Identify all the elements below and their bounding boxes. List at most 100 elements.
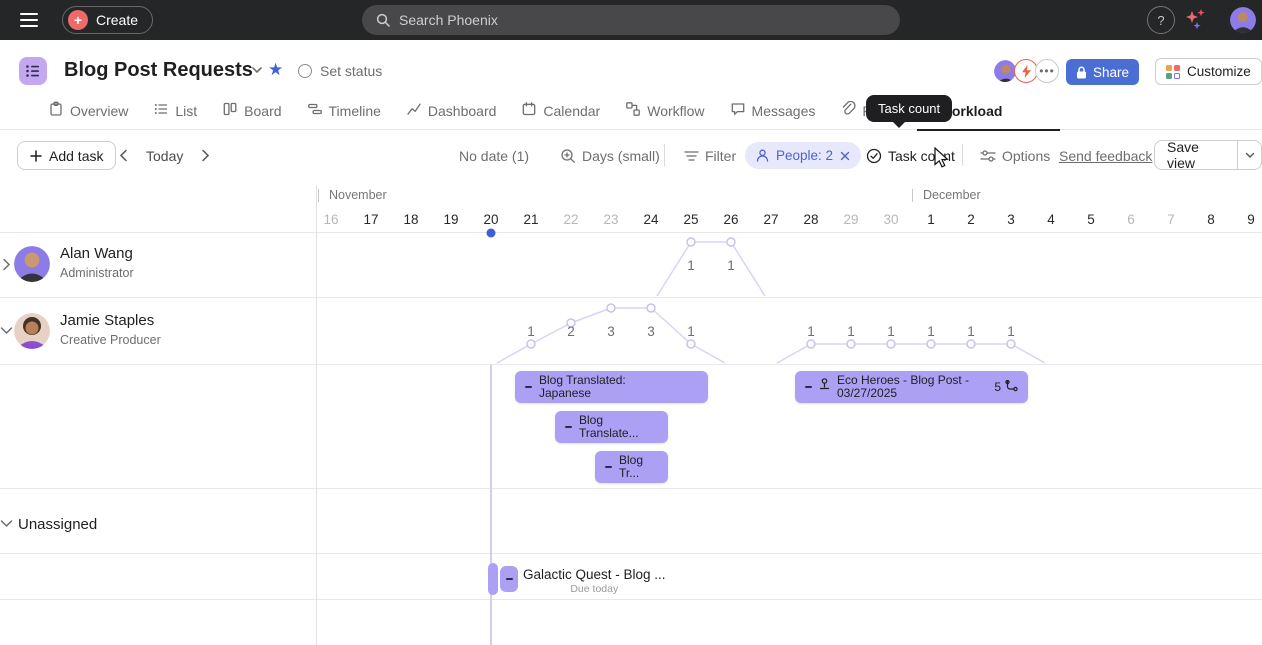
day-label[interactable]: 9 [1247, 212, 1255, 227]
task-title: Galactic Quest - Blog ... [523, 567, 666, 582]
expand-row-chevron-icon[interactable] [2, 258, 11, 271]
zoom-level-button[interactable]: Days (small) [560, 148, 660, 164]
no-date-button[interactable]: No date (1) [459, 148, 530, 164]
day-label[interactable]: 6 [1127, 212, 1135, 227]
tab-board[interactable]: Board [222, 92, 282, 130]
day-label[interactable]: 28 [803, 212, 819, 227]
hamburger-menu-icon[interactable] [20, 13, 38, 27]
help-button[interactable]: ? [1147, 6, 1175, 34]
options-button[interactable]: Options [980, 148, 1050, 164]
list-icon [153, 101, 169, 120]
tab-dashboard[interactable]: Dashboard [406, 92, 496, 130]
task-count-button[interactable]: Task count [866, 148, 955, 164]
day-label[interactable]: 25 [683, 212, 699, 227]
tab-messages[interactable]: Messages [730, 92, 815, 130]
flash-avatar[interactable] [1014, 59, 1038, 83]
tab-label: Timeline [328, 102, 381, 119]
more-members-button[interactable]: ••• [1035, 59, 1059, 83]
day-label[interactable]: 19 [443, 212, 459, 227]
row-separator [0, 599, 1262, 600]
search-input[interactable]: Search Phoenix [362, 5, 900, 35]
avatar[interactable] [14, 246, 50, 282]
day-label[interactable]: 3 [1007, 212, 1015, 227]
task-bar[interactable]: Blog Translated: Japanese [515, 371, 708, 403]
people-filter-chip[interactable]: People: 2 [745, 142, 862, 169]
set-status-button[interactable]: Set status [320, 63, 383, 79]
send-feedback-link[interactable]: Send feedback [1059, 148, 1153, 164]
options-sliders-icon [980, 150, 996, 162]
day-label[interactable]: 16 [323, 212, 339, 227]
title-caret-icon[interactable] [251, 66, 263, 74]
day-label[interactable]: 30 [883, 212, 899, 227]
day-label[interactable]: 17 [363, 212, 379, 227]
today-button[interactable]: Today [146, 148, 184, 164]
help-label: ? [1157, 12, 1165, 28]
tab-timeline[interactable]: Timeline [307, 92, 381, 130]
avatar-image [14, 313, 50, 349]
day-label[interactable]: 23 [603, 212, 619, 227]
dash-field-icon [525, 386, 532, 388]
person-name[interactable]: Alan Wang [60, 245, 133, 262]
tab-workflow[interactable]: Workflow [625, 92, 705, 130]
next-period-button[interactable] [201, 149, 210, 162]
day-label[interactable]: 26 [723, 212, 739, 227]
day-label[interactable]: 18 [403, 212, 419, 227]
day-label[interactable]: 22 [563, 212, 579, 227]
tab-calendar[interactable]: Calendar [521, 92, 600, 130]
status-circle-icon[interactable] [298, 64, 312, 78]
day-label[interactable]: 2 [967, 212, 975, 227]
tooltip-text: Task count [878, 101, 941, 116]
ai-sparkles-icon[interactable] [1183, 8, 1209, 32]
tab-label: Calendar [543, 102, 601, 119]
add-task-button[interactable]: Add task [17, 141, 117, 170]
day-label[interactable]: 8 [1207, 212, 1215, 227]
person-name[interactable]: Jamie Staples [60, 312, 155, 329]
save-view-button[interactable]: Save view [1167, 140, 1199, 170]
unassigned-task[interactable]: Galactic Quest - Blog ... Due today [523, 567, 666, 595]
user-avatar[interactable] [1230, 7, 1256, 33]
share-label: Share [1093, 64, 1130, 80]
filter-label: Filter [705, 148, 737, 164]
filter-button[interactable]: Filter [684, 148, 736, 164]
tab-list[interactable]: List [153, 92, 197, 130]
svg-text:3: 3 [647, 324, 655, 339]
board-icon [222, 101, 238, 120]
day-label[interactable]: 20 [483, 212, 499, 227]
day-label[interactable]: 24 [643, 212, 659, 227]
chevron-down-icon [1245, 152, 1254, 158]
subtask-count: 5 [994, 379, 1018, 395]
task-bar-compact[interactable] [488, 563, 498, 595]
user-avatar-image [1230, 7, 1256, 33]
save-view-menu-button[interactable] [1237, 141, 1261, 169]
collapse-row-chevron-icon[interactable] [0, 519, 13, 528]
unassigned-section-label[interactable]: Unassigned [18, 516, 98, 533]
close-icon[interactable] [840, 151, 850, 161]
share-button[interactable]: Share [1066, 59, 1140, 85]
task-field-chip[interactable] [500, 566, 518, 592]
member-avatar[interactable] [993, 59, 1017, 83]
task-bar[interactable]: Eco Heroes - Blog Post -03/27/2025 5 [795, 371, 1028, 403]
day-label[interactable]: 4 [1047, 212, 1055, 227]
day-label[interactable]: 1 [927, 212, 935, 227]
create-button[interactable]: + Create [62, 6, 154, 34]
project-icon[interactable] [19, 57, 47, 85]
prev-period-button[interactable] [119, 149, 128, 162]
svg-text:1: 1 [967, 324, 975, 339]
customize-button[interactable]: Customize [1155, 58, 1262, 85]
task-bar[interactable]: Blog Tr... [595, 451, 668, 483]
day-label[interactable]: 7 [1167, 212, 1175, 227]
day-label[interactable]: 27 [763, 212, 779, 227]
lock-icon [1077, 66, 1086, 78]
avatar[interactable] [14, 313, 50, 349]
task-bar[interactable]: Blog Translate... [555, 411, 668, 443]
favorite-star-icon[interactable]: ★ [268, 60, 284, 79]
tab-overview[interactable]: Overview [48, 92, 128, 130]
day-label[interactable]: 29 [843, 212, 859, 227]
day-label[interactable]: 21 [523, 212, 539, 227]
options-label: Options [1002, 148, 1051, 164]
collapse-row-chevron-icon[interactable] [0, 326, 13, 335]
day-label[interactable]: 5 [1087, 212, 1095, 227]
svg-text:1: 1 [1007, 324, 1015, 339]
svg-text:1: 1 [527, 324, 535, 339]
